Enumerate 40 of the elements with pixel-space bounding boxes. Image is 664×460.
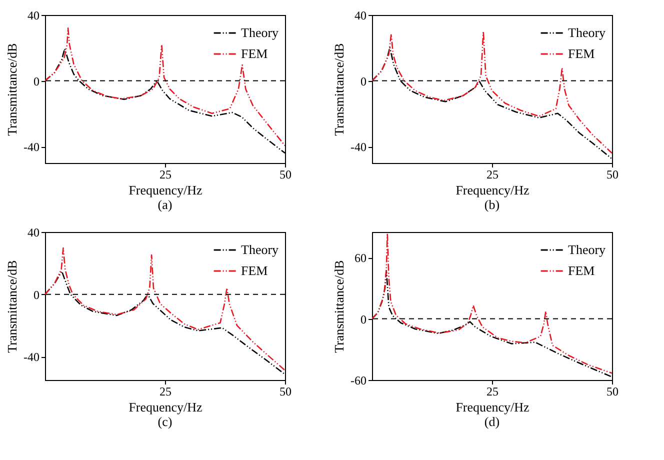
- y-tick-label: 0: [360, 312, 366, 326]
- y-tick-label: 40: [28, 226, 40, 240]
- x-tick-label: 25: [160, 168, 172, 182]
- y-tick-label: 0: [34, 288, 40, 302]
- y-tick-label: 40: [354, 8, 366, 22]
- y-tick-label: -40: [350, 140, 366, 154]
- x-tick-label: 50: [606, 168, 618, 182]
- x-axis-title: Frequency/Hz: [456, 182, 530, 198]
- y-axis-title: Transmittance/dB: [332, 42, 347, 136]
- y-axis-title: Transmittance/dB: [332, 260, 347, 353]
- y-axis-title: Transmittance/dB: [4, 42, 20, 136]
- legend-label: Theory: [568, 242, 606, 257]
- text: (c): [158, 414, 172, 429]
- legend-label: FEM: [241, 46, 268, 61]
- y-axis-title: Transmittance/dB: [4, 260, 20, 353]
- y-tick-label: 0: [34, 74, 40, 88]
- x-tick-label: 50: [280, 168, 292, 182]
- x-tick-label: 50: [280, 384, 292, 398]
- legend-label: FEM: [568, 263, 596, 278]
- legend-label: Theory: [241, 25, 280, 40]
- legend-label: Theory: [241, 242, 280, 257]
- x-axis-title: Frequency/Hz: [456, 400, 530, 414]
- text: (a): [158, 197, 172, 212]
- x-axis-title: Frequency/Hz: [128, 182, 203, 198]
- text: (b): [484, 197, 500, 212]
- text: (d): [484, 414, 500, 429]
- x-axis-title: Frequency/Hz: [128, 400, 203, 414]
- legend-label: FEM: [568, 46, 596, 61]
- legend-label: FEM: [241, 263, 268, 278]
- y-tick-label: 0: [360, 74, 366, 88]
- x-tick-label: 25: [160, 384, 172, 398]
- x-tick-label: 25: [486, 168, 498, 182]
- y-tick-label: -40: [24, 350, 40, 364]
- y-tick-label: -40: [24, 140, 40, 154]
- y-tick-label: 60: [354, 251, 366, 266]
- legend-label: Theory: [568, 25, 606, 40]
- y-tick-label: -60: [350, 374, 366, 388]
- x-tick-label: 50: [606, 384, 618, 398]
- y-tick-label: 40: [28, 8, 40, 22]
- x-tick-label: 25: [486, 384, 498, 398]
